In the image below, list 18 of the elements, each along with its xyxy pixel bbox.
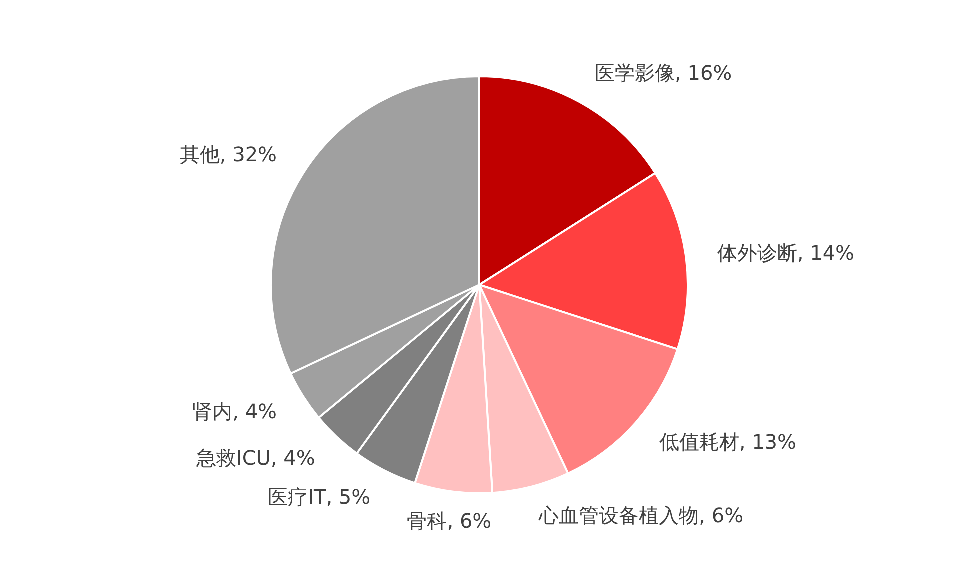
data-label: , 5% [326,484,371,509]
slice-label: 医疗IT [268,484,327,509]
data-label: , 14% [797,241,855,266]
slice-label: 心血管设备植入物 [538,503,700,528]
data-label: , 16% [675,61,732,86]
slice-label: 骨科 [407,509,448,534]
data-label: , 6% [447,509,492,534]
slice-label: 急救ICU [195,446,271,470]
data-label: , 32% [220,142,278,167]
slice-label: 其他 [180,142,220,167]
slice-label: 低值耗材 [659,430,740,454]
slice-label: 医学影像 [595,61,676,86]
slice-label: 肾内 [192,400,233,424]
slice-label: 体外诊断 [717,241,798,266]
data-label: , 13% [739,430,797,454]
data-label: , 4% [270,446,316,470]
data-label: , 4% [232,400,278,424]
data-label: , 6% [699,503,744,528]
